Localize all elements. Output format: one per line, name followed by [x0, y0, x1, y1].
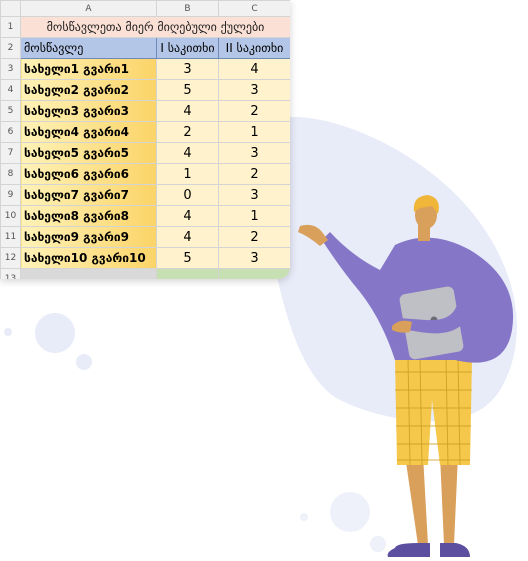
score-q2-cell[interactable]: 1 [218, 121, 290, 143]
table-row: 5 სახელი3 გვარი3 4 2 [0, 100, 290, 122]
person-hair [413, 195, 439, 214]
score-q2-cell[interactable]: 2 [218, 163, 290, 185]
empty-cell-c[interactable] [218, 268, 290, 279]
column-header-c[interactable]: C [218, 0, 290, 17]
table-row: 11 სახელი9 გვარი9 4 2 [0, 226, 290, 248]
score-q1-cell[interactable]: 4 [156, 142, 219, 164]
score-q2-cell[interactable]: 3 [218, 247, 290, 269]
score-q2-cell[interactable]: 3 [218, 184, 290, 206]
score-q1-cell[interactable]: 0 [156, 184, 219, 206]
table-row: 8 სახელი6 გვარი6 1 2 [0, 163, 290, 185]
row-number[interactable]: 7 [0, 142, 21, 164]
table-row: 12 სახელი10 გვარი10 5 3 [0, 247, 290, 269]
row-number[interactable]: 6 [0, 121, 21, 143]
bubble-bottom-tiny [300, 513, 308, 521]
row-number[interactable]: 3 [0, 58, 21, 80]
table-row: 4 სახელი2 გვარი2 5 3 [0, 79, 290, 101]
person-hand [298, 224, 328, 246]
person-legs [405, 455, 458, 545]
score-q1-cell[interactable]: 1 [156, 163, 219, 185]
row-number[interactable]: 1 [0, 16, 21, 38]
student-name-cell[interactable]: სახელი7 გვარი7 [20, 184, 157, 206]
row-number[interactable]: 13 [0, 268, 21, 279]
score-q1-cell[interactable]: 4 [156, 226, 219, 248]
bubble-bottom-small [370, 536, 386, 552]
row-number[interactable]: 12 [0, 247, 21, 269]
score-q2-cell[interactable]: 1 [218, 205, 290, 227]
empty-cell-a[interactable] [20, 268, 157, 279]
select-all-corner[interactable] [0, 0, 21, 17]
row-number[interactable]: 9 [0, 184, 21, 206]
row-number[interactable]: 2 [0, 37, 21, 59]
person-head [415, 201, 437, 229]
student-name-cell[interactable]: სახელი9 გვარი9 [20, 226, 157, 248]
row-number[interactable]: 8 [0, 163, 21, 185]
score-q1-cell[interactable]: 2 [156, 121, 219, 143]
table-row: 9 სახელი7 გვარი7 0 3 [0, 184, 290, 206]
column-header-row: A B C [0, 0, 290, 17]
empty-row: 13 [0, 268, 290, 279]
title-row: 1 მოსწავლეთა მიერ მიღებული ქულები [0, 16, 290, 38]
score-q2-cell[interactable]: 4 [218, 58, 290, 80]
score-table: A B C 1 მოსწავლეთა მიერ მიღებული ქულები … [0, 0, 290, 279]
person-fingers [392, 320, 412, 333]
bubble-large [35, 313, 75, 353]
column-header-b[interactable]: B [156, 0, 219, 17]
row-number[interactable]: 11 [0, 226, 21, 248]
table-row: 10 სახელი8 გვარი8 4 1 [0, 205, 290, 227]
score-q1-cell[interactable]: 4 [156, 100, 219, 122]
student-name-cell[interactable]: სახელი3 გვარი3 [20, 100, 157, 122]
bubble-tiny [4, 328, 12, 336]
bubble-small [76, 354, 92, 370]
score-q2-cell[interactable]: 3 [218, 142, 290, 164]
header-student[interactable]: მოსწავლე [20, 37, 157, 59]
table-row: 6 სახელი4 გვარი4 2 1 [0, 121, 290, 143]
student-name-cell[interactable]: სახელი2 გვარი2 [20, 79, 157, 101]
student-name-cell[interactable]: სახელი5 გვარი5 [20, 142, 157, 164]
score-q2-cell[interactable]: 3 [218, 79, 290, 101]
student-name-cell[interactable]: სახელი6 გვარი6 [20, 163, 157, 185]
person-pants [395, 358, 472, 465]
score-q2-cell[interactable]: 2 [218, 100, 290, 122]
empty-cell-b[interactable] [156, 268, 219, 279]
header-question-2[interactable]: II საკითხი [218, 37, 290, 59]
table-row: 7 სახელი5 გვარი5 4 3 [0, 142, 290, 164]
score-q1-cell[interactable]: 4 [156, 205, 219, 227]
table-row: 3 სახელი1 გვარი1 3 4 [0, 58, 290, 80]
student-name-cell[interactable]: სახელი10 გვარი10 [20, 247, 157, 269]
person-neck [418, 225, 430, 241]
score-q2-cell[interactable]: 2 [218, 226, 290, 248]
row-number[interactable]: 10 [0, 205, 21, 227]
table-title-cell[interactable]: მოსწავლეთა მიერ მიღებული ქულები [20, 16, 290, 38]
header-question-1[interactable]: I საკითხი [156, 37, 219, 59]
student-name-cell[interactable]: სახელი8 გვარი8 [20, 205, 157, 227]
column-header-a[interactable]: A [20, 0, 157, 17]
score-q1-cell[interactable]: 5 [156, 79, 219, 101]
bubble-bottom [330, 492, 370, 532]
score-q1-cell[interactable]: 5 [156, 247, 219, 269]
row-number[interactable]: 5 [0, 100, 21, 122]
student-name-cell[interactable]: სახელი4 გვარი4 [20, 121, 157, 143]
score-q1-cell[interactable]: 3 [156, 58, 219, 80]
spreadsheet: A B C 1 მოსწავლეთა მიერ მიღებული ქულები … [0, 0, 290, 279]
header-row: 2 მოსწავლე I საკითხი II საკითხი [0, 37, 290, 59]
person-arm [395, 300, 470, 334]
bubble-right [330, 200, 340, 210]
row-number[interactable]: 4 [0, 79, 21, 101]
person-shoes [387, 543, 470, 557]
student-name-cell[interactable]: სახელი1 გვარი1 [20, 58, 157, 80]
